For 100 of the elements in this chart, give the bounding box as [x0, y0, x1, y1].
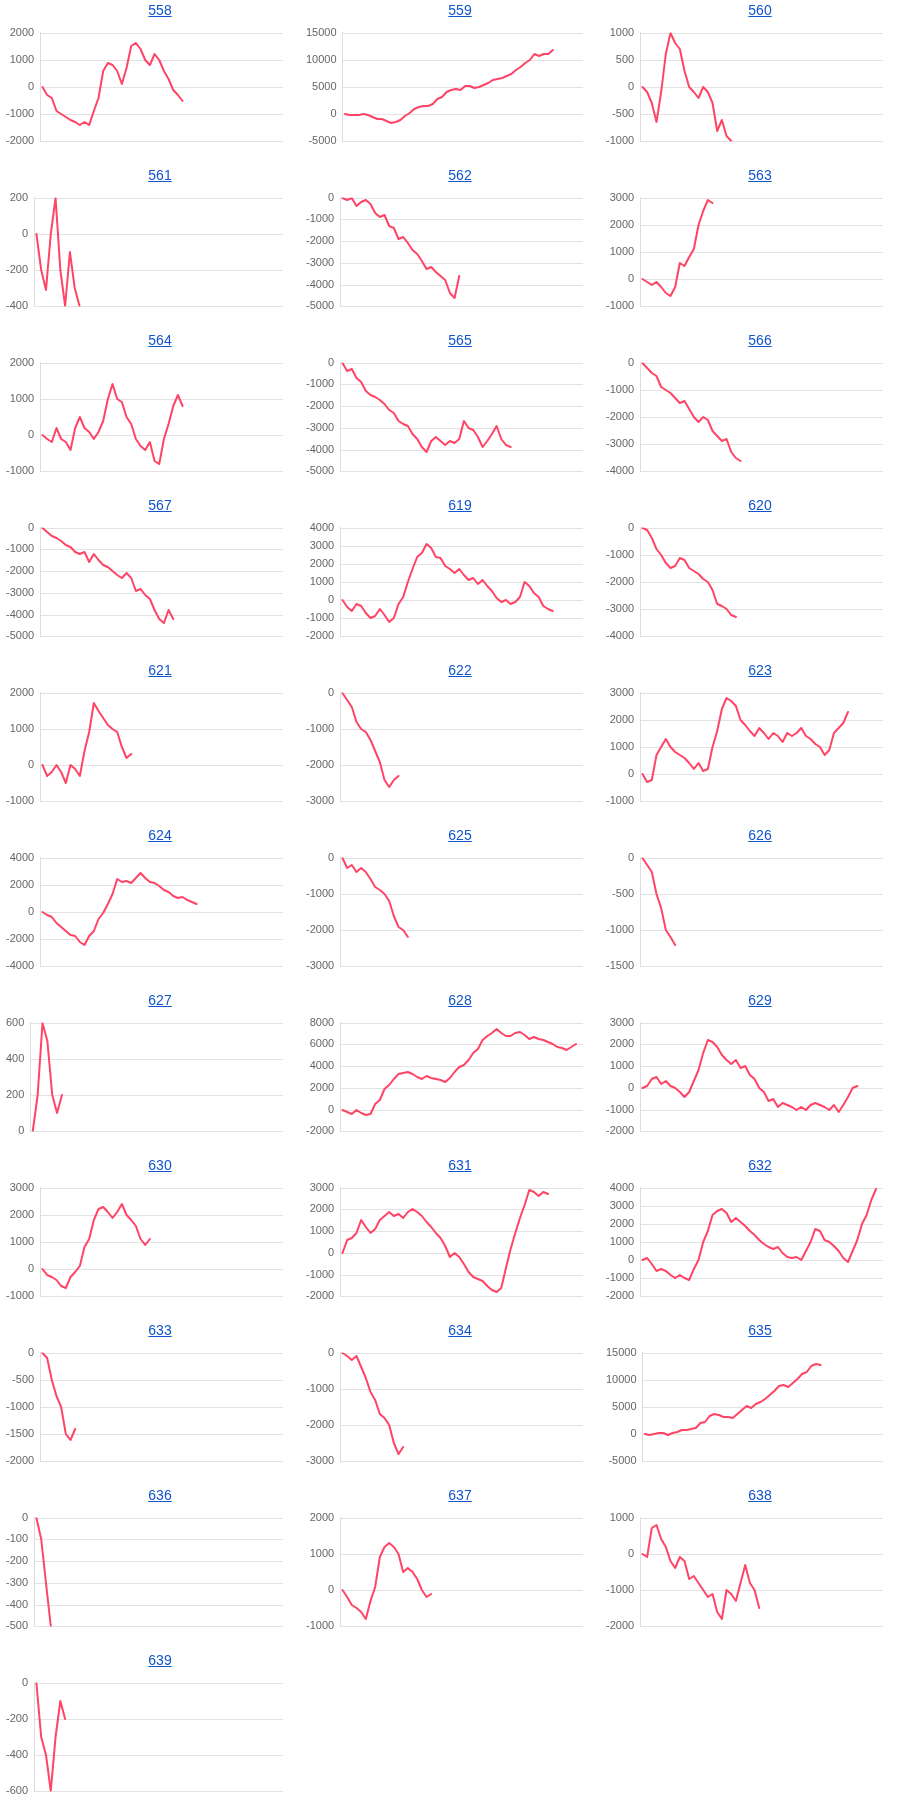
y-tick-label: -4000 [305, 278, 335, 291]
y-tick-label: 2000 [309, 557, 335, 570]
y-tick-label: 200 [5, 1088, 25, 1101]
y-tick-label: -1000 [305, 212, 335, 225]
y-tick-label: 3000 [609, 1016, 635, 1029]
y-tick-label: 0 [628, 1253, 635, 1266]
y-tick-label: -1000 [305, 1268, 335, 1281]
y-tick-label: -2000 [605, 1619, 635, 1632]
y-tick-label: -200 [5, 1554, 29, 1567]
y-tick-label: -3000 [305, 959, 335, 972]
y-tick-label: -5000 [308, 134, 337, 147]
y-tick-label: -2000 [605, 575, 635, 588]
y-tick-label: 200 [9, 191, 29, 204]
chart-title: 567 [147, 496, 173, 515]
y-tick-label: 0 [628, 851, 635, 864]
y-tick-label: -1000 [305, 377, 335, 390]
y-tick-label: -2000 [305, 1289, 335, 1302]
y-tick-label: -1000 [305, 722, 335, 735]
y-tick-label: 1000 [9, 722, 35, 735]
y-tick-label: 1000 [609, 245, 635, 258]
y-tick-label: 0 [330, 107, 337, 120]
chart-title: 626 [747, 826, 773, 845]
y-tick-label: -3000 [605, 602, 635, 615]
y-tick-label: 2000 [609, 218, 635, 231]
y-tick-label: -1000 [5, 1289, 35, 1302]
y-tick-label: -400 [5, 1598, 29, 1611]
chart-title: 558 [147, 1, 173, 20]
y-tick-label: 4000 [309, 521, 335, 534]
chart-title: 633 [147, 1321, 173, 1340]
y-tick-label: 0 [18, 1124, 25, 1137]
y-tick-label: 0 [328, 1103, 335, 1116]
y-tick-label: -1000 [305, 887, 335, 900]
y-tick-label: -1000 [605, 1271, 635, 1284]
y-tick-label: -2000 [305, 234, 335, 247]
y-tick-label: -1000 [5, 107, 35, 120]
chart-title: 625 [447, 826, 473, 845]
y-tick-label: -3000 [305, 421, 335, 434]
y-tick-label: -300 [5, 1576, 29, 1589]
y-tick-label: -1000 [605, 923, 635, 936]
y-tick-label: -5000 [305, 299, 335, 312]
chart-title: 627 [147, 991, 173, 1010]
y-tick-label: 8000 [309, 1016, 335, 1029]
y-tick-label: -1000 [5, 464, 35, 477]
y-tick-label: -1000 [605, 794, 635, 807]
y-tick-label: 0 [328, 851, 335, 864]
y-tick-label: -400 [5, 1748, 29, 1761]
y-tick-label: 0 [28, 1262, 35, 1275]
y-tick-label: -1500 [605, 959, 635, 972]
chart-title: 619 [447, 496, 473, 515]
y-tick-label: 3000 [309, 539, 335, 552]
y-tick-label: 0 [630, 1427, 637, 1440]
y-tick-label: 0 [328, 1346, 335, 1359]
y-tick-label: -1000 [605, 548, 635, 561]
chart-title: 560 [747, 1, 773, 20]
y-tick-label: 0 [328, 1583, 335, 1596]
y-tick-label: 0 [21, 1676, 29, 1689]
y-tick-label: 0 [628, 356, 635, 369]
y-tick-label: -2000 [5, 134, 35, 147]
y-tick-label: 1000 [609, 1059, 635, 1072]
y-tick-label: 2000 [309, 1081, 335, 1094]
y-tick-label: -2000 [305, 399, 335, 412]
y-tick-label: 2000 [609, 1217, 635, 1230]
y-tick-label: -4000 [5, 608, 35, 621]
y-tick-label: -4000 [605, 629, 635, 642]
y-tick-label: 400 [5, 1052, 25, 1065]
y-tick-label: 0 [328, 686, 335, 699]
y-tick-label: 15000 [305, 26, 337, 39]
y-tick-label: 6000 [309, 1037, 335, 1050]
y-tick-label: 1000 [609, 1511, 635, 1524]
y-tick-label: 0 [328, 593, 335, 606]
y-tick-label: -3000 [605, 437, 635, 450]
y-tick-label: -3000 [5, 586, 35, 599]
chart-title: 564 [147, 331, 173, 350]
y-tick-label: -200 [5, 1712, 29, 1725]
y-tick-label: -2000 [605, 1124, 635, 1137]
y-tick-label: 0 [21, 227, 29, 240]
y-tick-label: -5000 [5, 629, 35, 642]
y-tick-label: -2000 [305, 758, 335, 771]
y-tick-label: -1000 [605, 1583, 635, 1596]
chart-title: 637 [447, 1486, 473, 1505]
y-tick-label: -1000 [305, 1382, 335, 1395]
y-tick-label: -3000 [305, 1454, 335, 1467]
chart-title: 622 [447, 661, 473, 680]
y-tick-label: 2000 [609, 713, 635, 726]
y-tick-label: 0 [28, 758, 35, 771]
y-tick-label: -2000 [5, 932, 35, 945]
chart-title: 565 [447, 331, 473, 350]
y-tick-label: -2000 [605, 410, 635, 423]
y-tick-label: 0 [628, 80, 635, 93]
chart-title: 638 [747, 1486, 773, 1505]
y-tick-label: 0 [21, 1511, 29, 1524]
y-tick-label: 0 [628, 1081, 635, 1094]
y-tick-label: 3000 [309, 1181, 335, 1194]
y-tick-label: -4000 [605, 464, 635, 477]
y-tick-label: -500 [5, 1619, 29, 1632]
y-tick-label: 0 [28, 1346, 35, 1359]
y-tick-label: 3000 [9, 1181, 35, 1194]
y-tick-label: -200 [5, 263, 29, 276]
y-tick-label: 3000 [609, 686, 635, 699]
y-tick-label: 0 [628, 767, 635, 780]
